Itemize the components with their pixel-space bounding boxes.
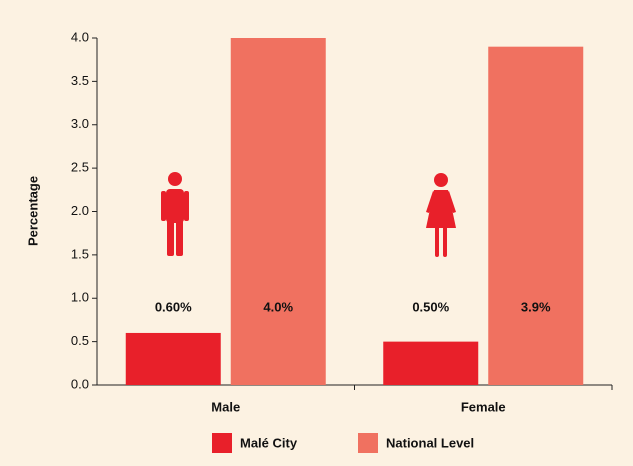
y-axis-label: Percentage	[25, 176, 40, 246]
legend-label: Malé City	[240, 435, 298, 450]
legend-swatch	[212, 433, 232, 453]
y-tick-label: 3.0	[71, 116, 89, 131]
y-tick-label: 2.5	[71, 160, 89, 175]
value-label: 0.50%	[412, 299, 449, 314]
x-tick-label: Male	[211, 399, 240, 414]
bar	[125, 332, 221, 385]
value-label: 4.0%	[263, 299, 293, 314]
y-tick-label: 3.5	[71, 73, 89, 88]
y-tick-label: 0.0	[71, 376, 89, 391]
icon-male-city	[161, 172, 189, 256]
legend-swatch	[358, 433, 378, 453]
x-tick-label: Female	[461, 399, 506, 414]
y-tick-label: 2.0	[71, 203, 89, 218]
bar	[230, 38, 326, 385]
y-tick-label: 4.0	[71, 29, 89, 44]
y-tick-label: 0.5	[71, 333, 89, 348]
y-tick-label: 1.5	[71, 246, 89, 261]
icon-female-city	[426, 173, 456, 257]
y-tick-label: 1.0	[71, 290, 89, 305]
value-label: 3.9%	[521, 299, 551, 314]
bar	[488, 46, 584, 386]
legend-label: National Level	[386, 435, 474, 450]
value-label: 0.60%	[155, 299, 192, 314]
bar	[383, 341, 479, 385]
